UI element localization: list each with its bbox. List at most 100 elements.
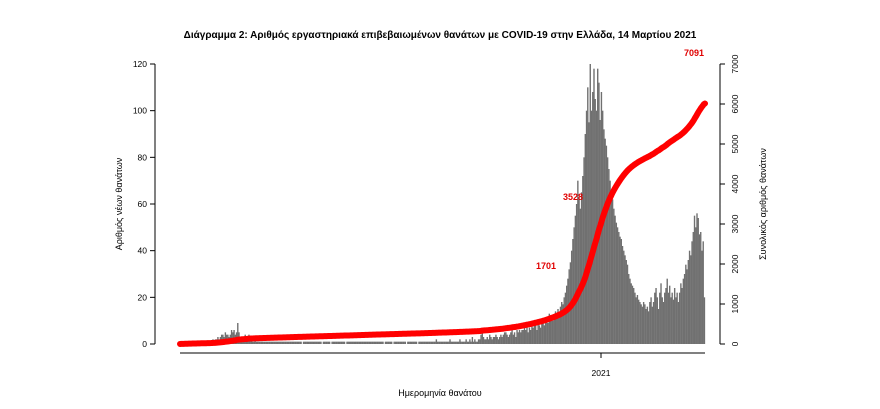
y-tick-label-right: 4000: [730, 174, 740, 193]
bar: [611, 199, 614, 344]
bar: [444, 341, 446, 344]
bar: [654, 292, 656, 344]
bar: [363, 341, 366, 344]
bar: [356, 341, 358, 344]
bar: [634, 292, 636, 344]
bar: [376, 341, 378, 344]
bar: [402, 341, 404, 344]
bar: [275, 341, 277, 344]
bar: [558, 313, 560, 344]
annotation-total: 7091: [684, 48, 704, 58]
bar: [273, 341, 275, 344]
bar: [659, 292, 661, 344]
bar: [379, 341, 382, 344]
y-tick-label-left: 60: [138, 199, 148, 209]
bar: [574, 215, 577, 344]
bar: [629, 278, 631, 344]
bar: [561, 302, 563, 344]
bar: [374, 341, 377, 344]
bar: [415, 341, 418, 344]
bar: [505, 332, 507, 344]
bar: [378, 341, 380, 344]
bar: [557, 309, 559, 344]
bar: [588, 122, 590, 344]
bar: [426, 341, 429, 344]
bar: [517, 332, 519, 344]
bar: [260, 341, 263, 344]
bar: [547, 323, 549, 344]
bar: [413, 341, 415, 344]
y-ticks-left: 0 20 40 60 80 100 120: [133, 59, 155, 349]
bar: [265, 341, 268, 344]
bar: [649, 302, 651, 344]
y-tick-label-left: 40: [138, 246, 148, 256]
bar: [670, 297, 672, 344]
bar: [680, 283, 682, 344]
bar: [449, 339, 451, 344]
bar: [539, 327, 542, 344]
bar: [256, 341, 259, 344]
bar: [230, 330, 233, 344]
bar: [502, 334, 505, 344]
bar: [258, 341, 260, 344]
bar: [327, 341, 330, 344]
bar: [575, 204, 578, 344]
bar: [263, 341, 265, 344]
bar: [665, 288, 667, 344]
bar: [636, 295, 639, 344]
bar: [608, 169, 610, 344]
bar: [477, 339, 480, 344]
bar: [466, 341, 469, 344]
bar: [304, 341, 306, 344]
bar: [703, 297, 706, 344]
bar: [682, 278, 685, 344]
bar: [312, 341, 315, 344]
bar: [464, 341, 466, 344]
bar: [422, 341, 424, 344]
bar: [655, 288, 657, 344]
bar: [269, 341, 271, 344]
bar: [465, 339, 467, 344]
bar: [475, 341, 477, 344]
bar: [688, 250, 691, 344]
bar: [642, 302, 645, 344]
bar: [538, 325, 541, 344]
bar: [686, 269, 688, 344]
bar: [255, 341, 258, 344]
bar: [675, 297, 677, 344]
bar: [451, 341, 454, 344]
bar: [300, 341, 302, 344]
bar: [533, 323, 536, 344]
bar: [630, 283, 632, 344]
bar: [377, 341, 379, 344]
y-ticks-right: 0 1000 2000 3000 4000 5000 6000 7000: [720, 54, 740, 346]
bar: [320, 341, 322, 344]
bar: [577, 180, 579, 344]
y-tick-label-right: 7000: [730, 54, 740, 73]
bar: [438, 341, 440, 344]
bar: [595, 110, 598, 344]
bar: [664, 292, 666, 344]
bar: [259, 341, 261, 344]
bar: [496, 337, 498, 344]
bar: [295, 341, 297, 344]
bar: [306, 341, 308, 344]
bar: [362, 341, 364, 344]
bar: [516, 330, 518, 344]
bar: [250, 339, 253, 344]
bar: [419, 341, 421, 344]
bar: [657, 309, 660, 344]
bar: [361, 341, 363, 344]
bar: [388, 341, 390, 344]
bar: [480, 334, 482, 344]
bar: [386, 341, 388, 344]
bar: [628, 274, 630, 344]
chart-title: Διάγραμμα 2: Αριθμός εργαστηριακά επιβεβ…: [184, 30, 697, 41]
bar: [346, 341, 348, 344]
bar: [512, 334, 515, 344]
bar: [532, 327, 534, 344]
bar: [552, 320, 554, 344]
bar: [430, 341, 433, 344]
bar: [453, 341, 455, 344]
bar: [394, 341, 397, 344]
